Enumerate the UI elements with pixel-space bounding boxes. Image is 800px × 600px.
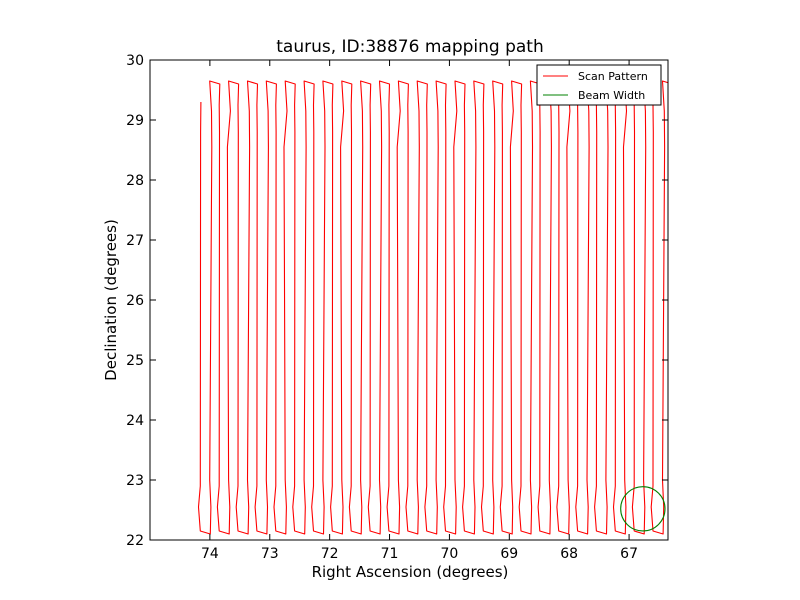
legend-label-scan-pattern: Scan Pattern [578,70,648,83]
x-tick-label: 68 [560,546,578,562]
y-tick-label: 24 [126,413,144,429]
chart-title: taurus, ID:38876 mapping path [276,37,544,57]
legend: Scan Pattern Beam Width [536,64,662,106]
x-tick-label: 73 [261,546,279,562]
x-axis-label: Right Ascension (degrees) [312,563,509,581]
y-tick-label: 30 [126,53,144,69]
series-layer [197,80,668,535]
legend-label-beam-width: Beam Width [578,89,645,102]
x-tick-label: 72 [321,546,339,562]
y-tick-label: 28 [126,173,144,189]
plot-area [197,80,668,535]
scan-pattern-line [197,80,668,535]
x-tick-label: 67 [620,546,638,562]
x-tick-label: 69 [500,546,518,562]
y-tick-label: 27 [126,233,144,249]
y-axis-label: Declination (degrees) [102,219,120,381]
y-tick-label: 23 [126,473,144,489]
ticks-layer: 74 73 72 71 70 69 68 67 22 23 24 25 26 27 28 29 30 [126,53,668,562]
y-tick-label: 29 [126,113,144,129]
x-tick-label: 71 [381,546,399,562]
y-tick-label: 25 [126,353,144,369]
y-tick-label: 26 [126,293,144,309]
legend-box [536,64,662,106]
beam-width-circle [620,486,666,532]
x-tick-label: 74 [201,546,219,562]
y-tick-label: 22 [126,533,144,549]
x-tick-label: 70 [441,546,459,562]
